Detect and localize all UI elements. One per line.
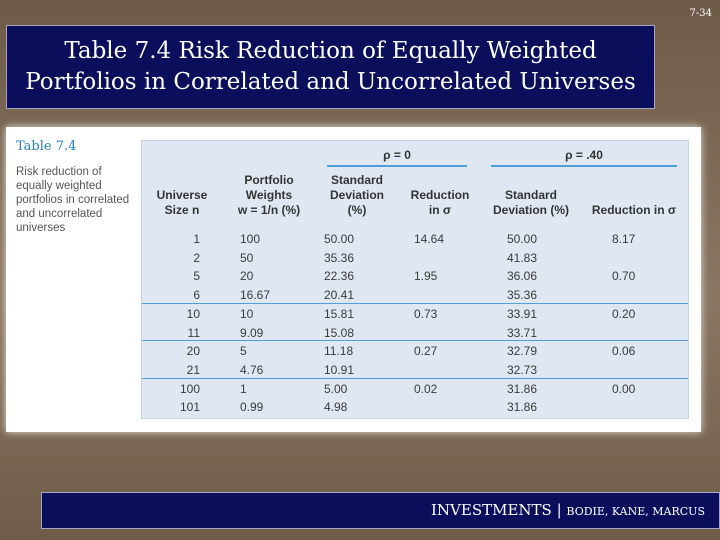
col-header-sd0-line-2: Deviation [329, 188, 384, 202]
cell-n: 2 [193, 250, 200, 265]
footer-banner: INVESTMENTS | BODIE, KANE, MARCUS [41, 492, 720, 529]
table-row: 11 9.09 15.08 33.71 [142, 323, 688, 342]
cell-n: 20 [186, 344, 200, 359]
table-row: 10 10 15.81 0.73 33.91 0.20 [142, 304, 688, 323]
cell-sd0: 10.91 [324, 362, 355, 377]
col-header-sd0-line-1: Standard [330, 173, 383, 187]
cell-n: 11 [187, 325, 200, 340]
cell-w: 50 [240, 250, 254, 265]
cell-sd40: 41.83 [507, 250, 538, 265]
cell-red40: 0.06 [612, 344, 636, 359]
col-header-sd-rho-0: Standard Deviation (%) [317, 173, 397, 218]
cell-red40: 0.00 [612, 381, 636, 396]
cell-w: 100 [240, 232, 261, 246]
cell-sd40: 31.86 [507, 400, 538, 415]
row-separator [142, 302, 688, 304]
cell-red0: 0.27 [414, 344, 438, 359]
cell-w: 9.09 [240, 325, 264, 340]
col-header-sd40-line-1: Standard [504, 188, 557, 202]
cell-sd0: 22.36 [324, 269, 355, 284]
col-header-red0-line-1: Reduction [410, 188, 470, 202]
table-row: 21 4.76 10.91 32.73 [142, 360, 688, 379]
table-caption-label: Table 7.4 [16, 139, 77, 154]
table-row: 101 0.99 4.98 31.86 [142, 397, 688, 416]
col-header-weights-line-3: w = 1/n (%) [237, 203, 301, 217]
group-underline-rho-40 [491, 165, 677, 167]
col-header-reduction-rho-0: Reduction in σ [400, 188, 480, 218]
col-header-sd40-line-2: Deviation (%) [492, 203, 569, 217]
cell-w: 10 [240, 306, 254, 321]
cell-red0: 14.64 [414, 232, 445, 246]
cell-sd40: 32.79 [507, 344, 538, 359]
cell-n: 6 [193, 288, 200, 303]
group-header-rho-0: ρ = 0 [383, 148, 411, 162]
table-card: Table 7.4 Risk reduction of equally weig… [6, 127, 701, 432]
cell-red0: 1.95 [414, 269, 438, 284]
cell-n: 5 [193, 269, 200, 284]
cell-sd0: 20.41 [324, 288, 355, 303]
row-separator [142, 377, 688, 379]
cell-w: 4.76 [240, 362, 264, 377]
cell-sd0: 5.00 [324, 381, 348, 396]
cell-sd0: 50.00 [324, 232, 355, 246]
cell-w: 1 [240, 381, 247, 396]
cell-red40: 0.20 [612, 306, 636, 321]
col-header-reduction-rho-40: Reduction in σ [591, 203, 677, 217]
footer-text: INVESTMENTS | BODIE, KANE, MARCUS [431, 500, 705, 519]
cell-sd40: 33.91 [507, 306, 538, 321]
cell-n: 21 [186, 362, 200, 377]
cell-w: 16.67 [240, 288, 271, 303]
col-header-weights-line-2: Weights [245, 188, 293, 202]
cell-w: 20 [240, 269, 254, 284]
cell-sd40: 50.00 [507, 232, 538, 246]
col-header-sd0-line-3: (%) [347, 203, 367, 217]
col-header-universe-size-line-2: Size n [164, 203, 200, 217]
cell-red0: 0.02 [414, 381, 438, 396]
col-header-universe-size: Universe Size n [147, 188, 217, 218]
table-caption-description: Risk reduction of equally weighted portf… [16, 166, 130, 234]
cell-w: 5 [240, 344, 247, 359]
slide-title-line-1: Table 7.4 Risk Reduction of Equally Weig… [64, 38, 597, 64]
row-separator [142, 340, 688, 342]
cell-sd0: 35.36 [324, 250, 355, 265]
cell-sd40: 31.86 [507, 381, 538, 396]
cell-sd40: 32.73 [507, 362, 538, 377]
cell-sd0: 15.81 [324, 306, 355, 321]
cell-sd40: 33.71 [507, 325, 538, 340]
col-header-red0-line-2: in σ [428, 203, 452, 217]
table-row: 20 5 11.18 0.27 32.79 0.06 [142, 341, 688, 360]
footer-investments: INVESTMENTS | [431, 501, 567, 519]
group-header-rho-40: ρ = .40 [565, 148, 603, 162]
col-header-weights-line-1: Portfolio [244, 173, 294, 187]
table-row: 6 16.67 20.41 35.36 [142, 285, 688, 304]
col-header-portfolio-weights: Portfolio Weights w = 1/n (%) [224, 173, 314, 218]
cell-n: 101 [179, 400, 200, 415]
footer-authors: BODIE, KANE, MARCUS [566, 505, 705, 518]
cell-sd0: 11.18 [324, 344, 354, 359]
table-row: 2 50 35.36 41.83 [142, 248, 688, 267]
group-underline-rho-0 [327, 165, 467, 167]
risk-reduction-table: ρ = 0 ρ = .40 Universe Size n Portfolio … [141, 140, 689, 419]
cell-red40: 0.70 [612, 269, 636, 284]
table-row: 5 20 22.36 1.95 36.06 0.70 [142, 266, 688, 285]
cell-n: 1 [193, 232, 200, 246]
title-banner: Table 7.4 Risk Reduction of Equally Weig… [6, 25, 655, 109]
cell-sd40: 36.06 [507, 269, 538, 284]
cell-w: 0.99 [240, 400, 264, 415]
cell-sd40: 35.36 [507, 288, 538, 303]
cell-n: 10 [186, 306, 200, 321]
table-row: 100 1 5.00 0.02 31.86 0.00 [142, 379, 688, 398]
table-row: 1 100 50.00 14.64 50.00 8.17 [142, 229, 688, 248]
cell-red0: 0.73 [414, 306, 438, 321]
slide-number: 7-34 [689, 8, 712, 19]
cell-sd0: 15.08 [324, 325, 355, 340]
cell-n: 100 [179, 381, 200, 396]
col-header-universe-size-line-1: Universe [156, 188, 208, 202]
cell-sd0: 4.98 [324, 400, 348, 415]
col-header-sd-rho-40: Standard Deviation (%) [485, 188, 577, 218]
cell-red40: 8.17 [612, 232, 636, 246]
slide-title-line-2: Portfolios in Correlated and Uncorrelate… [25, 69, 636, 95]
